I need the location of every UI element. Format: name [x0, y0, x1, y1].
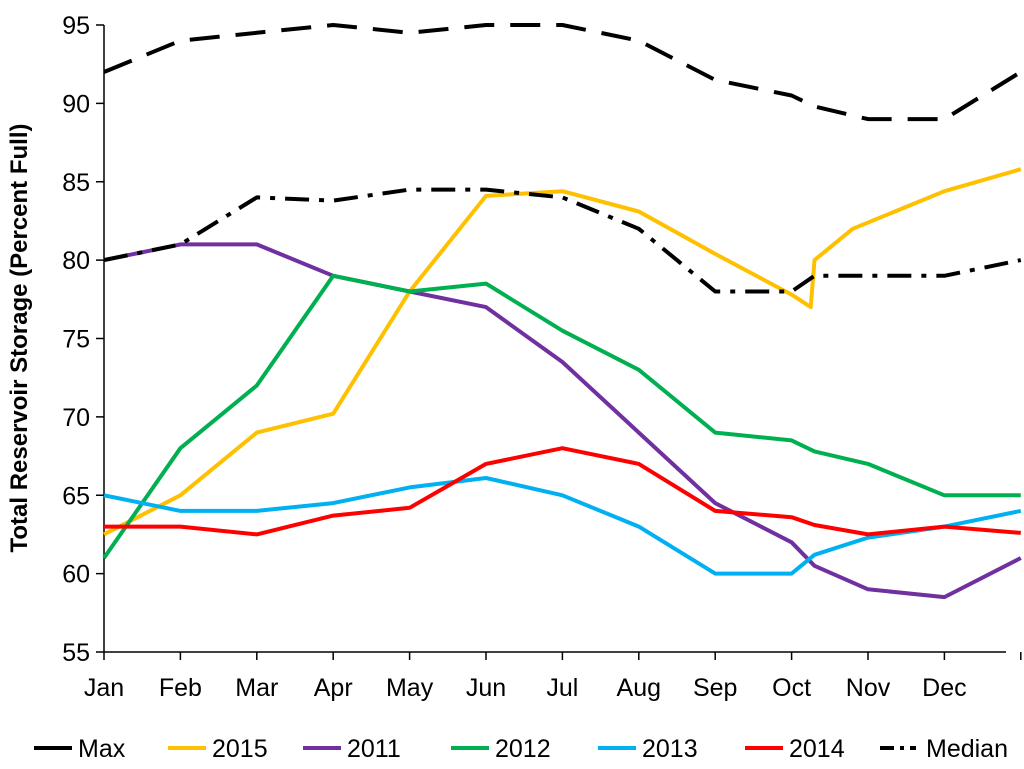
- y-tick-label: 60: [62, 561, 90, 589]
- x-tick-label: Nov: [846, 674, 891, 702]
- y-tick-label: 90: [62, 90, 90, 118]
- x-tick-label: May: [386, 674, 434, 702]
- series-line-2013: [103, 476, 1022, 576]
- series-layer: [102, 23, 1022, 600]
- y-tick-label: 70: [62, 404, 90, 432]
- legend-label-2011: 2011: [347, 735, 401, 763]
- legend-label-2012: 2012: [495, 735, 551, 763]
- series-line-2014: [104, 446, 1021, 537]
- legend-label-2014: 2014: [789, 735, 845, 763]
- legend-label-2015: 2015: [212, 735, 268, 763]
- series-line-max: [103, 23, 1022, 122]
- y-axis-title: Total Reservoir Storage (Percent Full): [6, 124, 33, 553]
- x-tick-label: Mar: [235, 674, 278, 702]
- x-tick-label: Jul: [546, 674, 578, 702]
- x-tick-label: Feb: [159, 674, 202, 702]
- y-tick-label: 65: [62, 482, 90, 510]
- y-tick-label: 75: [62, 326, 90, 354]
- x-tick-label: Aug: [617, 674, 661, 702]
- legend: Max 2015 2011 2012 2013 2014 Median: [34, 735, 1008, 763]
- x-tick-label: Sep: [693, 674, 737, 702]
- series-line-2015: [103, 167, 1022, 537]
- x-tick-label: Apr: [314, 674, 353, 702]
- y-tick-label: 95: [62, 12, 90, 40]
- y-tick-label: 55: [62, 639, 90, 667]
- y-tick-label: 80: [62, 247, 90, 275]
- series-line-2012: [102, 273, 1021, 560]
- series-line-2011: [103, 242, 1022, 600]
- series-line-median: [103, 187, 1022, 294]
- x-tick-label: Oct: [772, 674, 811, 702]
- legend-label-median: Median: [926, 735, 1008, 763]
- x-tick-label: Dec: [922, 674, 966, 702]
- x-tick-label: Jan: [84, 674, 124, 702]
- axes: 55 60 65 70 75 80 85 90 95 Jan Feb Mar Apr May Jun Jul A…: [6, 12, 1022, 702]
- legend-label-max: Max: [78, 735, 126, 763]
- legend-label-2013: 2013: [642, 735, 698, 763]
- x-tick-label: Jun: [466, 674, 506, 702]
- y-tick-label: 85: [62, 169, 90, 197]
